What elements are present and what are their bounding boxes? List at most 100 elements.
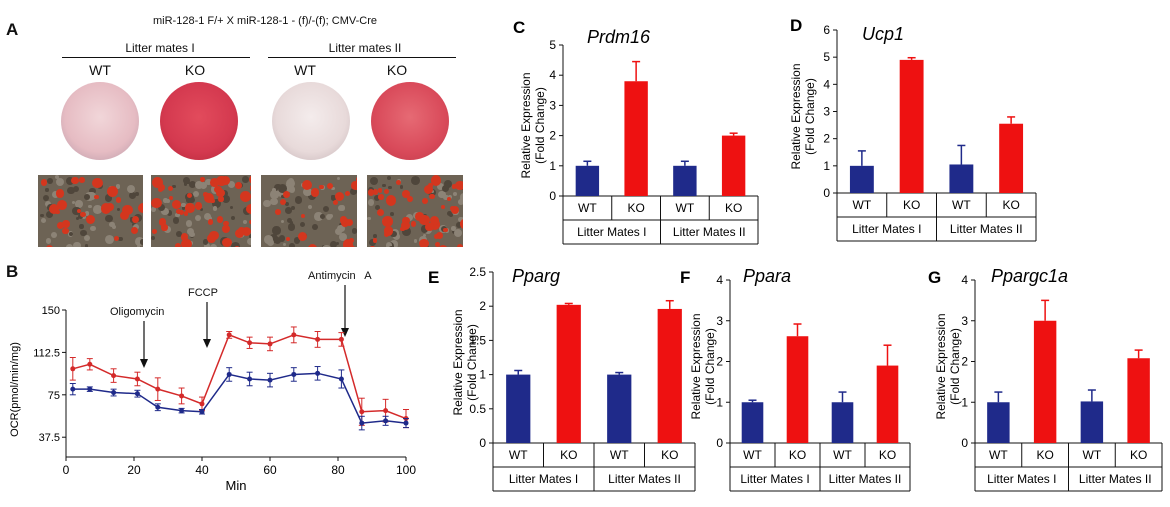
lipid-droplet [246, 204, 251, 214]
group-label: Litter Mates I [987, 472, 1056, 486]
lipid-droplet [161, 224, 168, 231]
lipid-droplet [450, 205, 460, 214]
ocr-data-point [226, 371, 232, 377]
y-tick-label: 37.5 [39, 432, 60, 444]
lipid-droplet [433, 233, 439, 239]
cell-texture [71, 200, 76, 204]
cell-texture [227, 181, 235, 189]
panel-letter: E [428, 268, 439, 287]
y-tick-label: 4 [549, 68, 556, 82]
cell-texture [451, 226, 457, 231]
lipid-droplet [216, 216, 224, 223]
cell-texture [331, 186, 335, 191]
cell-texture [368, 199, 375, 206]
y-tick-label: 2 [823, 132, 830, 146]
lipid-droplet [62, 227, 69, 235]
category-label: WT [989, 448, 1008, 462]
litter-2-ko-label: KO [386, 62, 408, 78]
ocr-data-point [70, 366, 76, 372]
annotation-fccp: FCCP [188, 287, 218, 299]
cell-texture [402, 226, 412, 236]
lipid-droplet [376, 208, 385, 217]
cell-texture [389, 240, 399, 247]
ocr-data-point [155, 404, 161, 410]
cell-texture [116, 184, 121, 189]
cell-texture [41, 218, 46, 224]
ocr-data-point [111, 373, 117, 379]
bar-wt [849, 165, 874, 193]
category-label: KO [1036, 448, 1053, 462]
lipid-droplet [385, 195, 396, 206]
lipid-droplet [100, 203, 112, 214]
lipid-droplet [450, 206, 456, 212]
lipid-droplet [429, 216, 440, 226]
lipid-droplet [301, 214, 306, 219]
cell-texture [389, 230, 397, 238]
ocr-data-point [199, 409, 205, 415]
lipid-droplet [275, 209, 282, 216]
lipid-droplet [351, 181, 357, 190]
cell-texture [109, 221, 115, 228]
cell-texture [202, 239, 209, 245]
cell-texture [270, 197, 278, 206]
y-axis-label-line-1: Relative Expression [519, 72, 533, 178]
cell-texture [55, 177, 64, 186]
y-tick-label: 3 [716, 314, 723, 328]
bar-ko [899, 59, 924, 194]
y-axis-label-line-1: Relative Expression [451, 309, 465, 415]
lipid-droplet [151, 197, 162, 209]
y-axis-label-line-2: (Fold Change) [703, 328, 717, 405]
cell-texture [172, 217, 179, 224]
cell-texture [175, 212, 181, 218]
cell-texture [79, 224, 84, 229]
y-tick-label: 2 [479, 299, 486, 313]
lipid-droplet [45, 245, 53, 247]
y-tick-label: 150 [42, 305, 60, 317]
group-label: Litter Mates II [1079, 472, 1152, 486]
cell-texture [273, 183, 282, 192]
lipid-droplet [279, 198, 287, 206]
cell-texture [290, 205, 295, 210]
cell-texture [151, 235, 156, 240]
cell-texture [330, 240, 338, 247]
cell-texture [181, 206, 186, 210]
bar-wt [831, 402, 854, 443]
group-label: Litter Mates I [740, 472, 809, 486]
cell-texture [307, 204, 312, 209]
lipid-droplet [233, 245, 241, 247]
cell-texture [282, 243, 286, 247]
x-tick-label: 40 [195, 463, 209, 477]
lipid-droplet [425, 222, 434, 231]
lipid-droplet [216, 188, 225, 198]
ocr-series-line-1 [72, 333, 407, 420]
cell-texture [84, 235, 91, 242]
cell-texture [320, 214, 326, 219]
cell-texture [281, 194, 285, 198]
cell-texture [373, 234, 377, 238]
cell-texture [351, 227, 357, 234]
bar-ko [876, 365, 899, 443]
lipid-droplet [76, 208, 82, 213]
cell-texture [287, 178, 294, 185]
ocr-data-point [247, 340, 253, 346]
cell-texture [268, 234, 278, 244]
cell-texture [133, 223, 140, 230]
cell-texture [399, 185, 403, 189]
cell-texture [405, 213, 414, 222]
y-tick-label: 1 [479, 368, 486, 382]
cell-texture [129, 191, 137, 199]
y-tick-label: 4 [823, 77, 830, 91]
lipid-droplet [333, 200, 339, 206]
cell-texture [46, 210, 53, 218]
cell-texture [273, 236, 281, 244]
cell-texture [136, 244, 140, 247]
lipid-droplet [40, 179, 48, 186]
bar-wt [607, 374, 632, 443]
cell-texture [338, 232, 347, 241]
lipid-droplet [367, 188, 375, 196]
lipid-droplet [114, 236, 120, 242]
micrograph-litter-1-wt [38, 175, 143, 247]
lipid-droplet [175, 243, 181, 247]
